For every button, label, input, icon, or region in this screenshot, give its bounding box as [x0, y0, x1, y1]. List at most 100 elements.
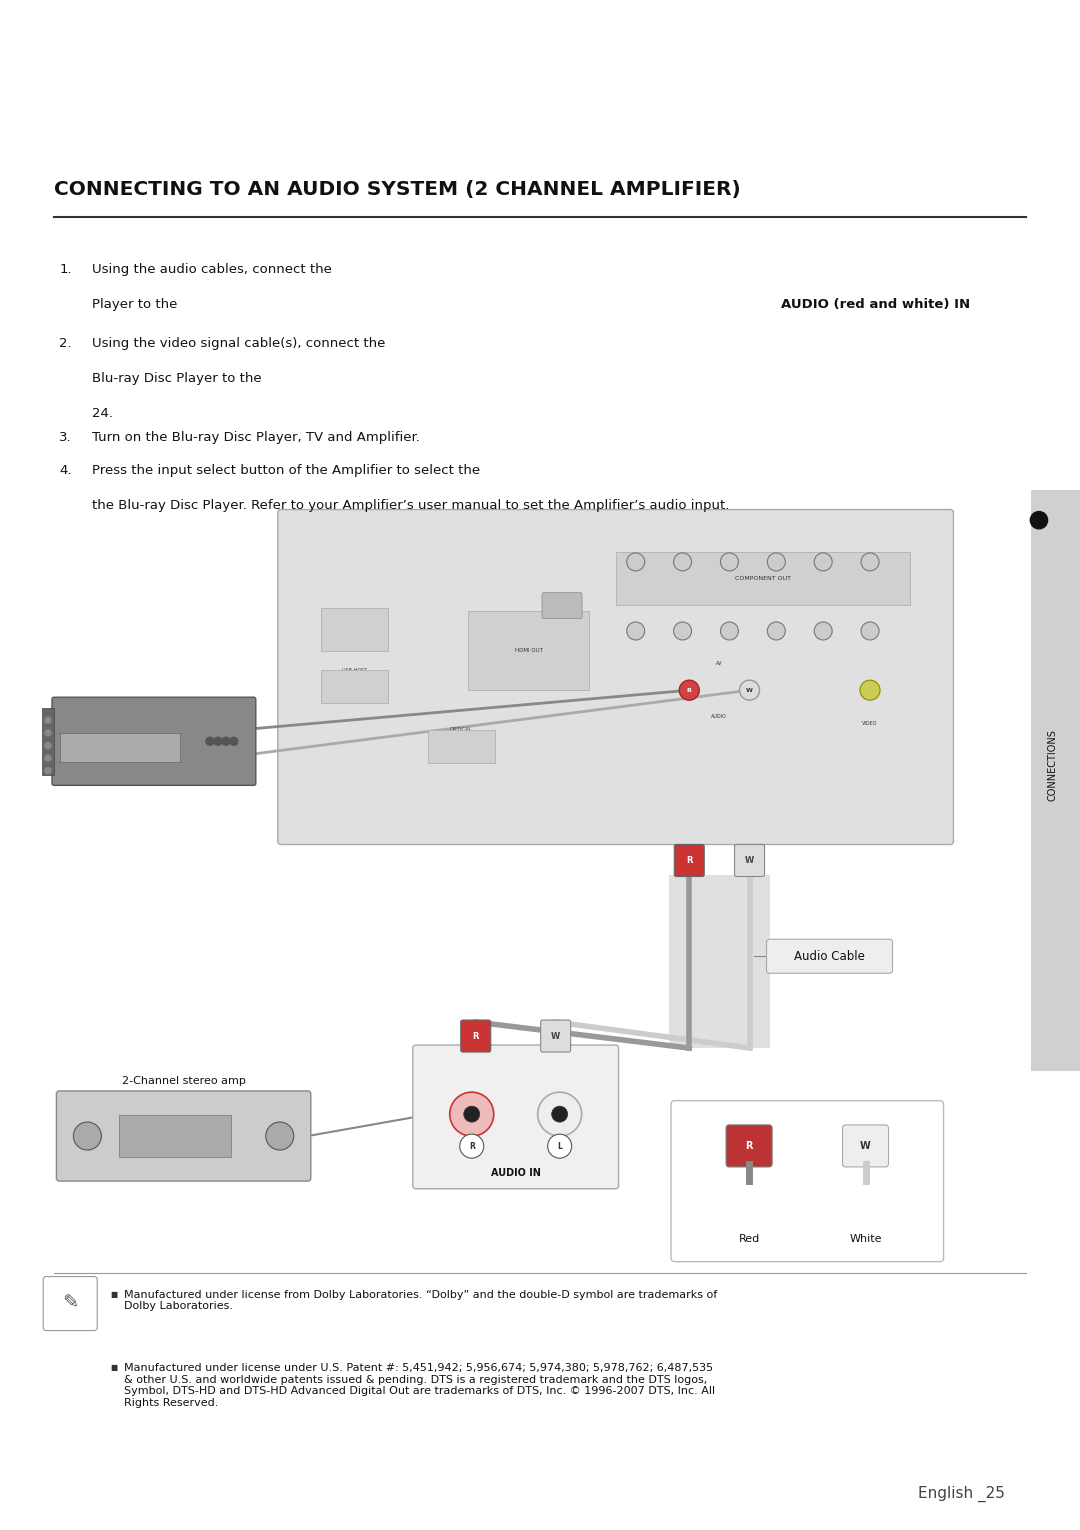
Text: Manufactured under license from Dolby Laboratories. “Dolby” and the double-D sym: Manufactured under license from Dolby La…: [124, 1290, 717, 1311]
Text: W: W: [860, 1141, 870, 1151]
FancyBboxPatch shape: [120, 1115, 231, 1157]
Text: Press the input select button of the Amplifier to select the: Press the input select button of the Amp…: [92, 464, 484, 476]
FancyBboxPatch shape: [52, 698, 256, 785]
Text: CONNECTIONS: CONNECTIONS: [1048, 730, 1058, 800]
FancyBboxPatch shape: [461, 1021, 490, 1053]
Text: Using the audio cables, connect the: Using the audio cables, connect the: [92, 263, 336, 275]
Text: the Blu-ray Disc Player. Refer to your Amplifier’s user manual to set the Amplif: the Blu-ray Disc Player. Refer to your A…: [92, 499, 729, 511]
Text: ■: ■: [110, 1363, 118, 1372]
Text: AUDIO (red and white) IN: AUDIO (red and white) IN: [781, 298, 971, 311]
Text: AUDIO IN: AUDIO IN: [490, 1167, 541, 1178]
Text: White: White: [849, 1235, 881, 1244]
Text: OPTICAL: OPTICAL: [450, 727, 473, 733]
Circle shape: [720, 552, 739, 571]
FancyBboxPatch shape: [734, 845, 765, 877]
Circle shape: [45, 742, 51, 748]
Text: ■: ■: [110, 1290, 118, 1299]
Circle shape: [1030, 511, 1048, 529]
Text: 2-Channel stereo amp: 2-Channel stereo amp: [122, 1076, 245, 1086]
Text: L: L: [557, 1141, 562, 1151]
Circle shape: [266, 1121, 294, 1151]
Text: 2.: 2.: [59, 337, 72, 349]
Circle shape: [626, 623, 645, 640]
Circle shape: [552, 1106, 568, 1121]
FancyBboxPatch shape: [842, 1125, 889, 1167]
FancyBboxPatch shape: [413, 1045, 619, 1189]
Text: Blu-ray Disc Player to the: Blu-ray Disc Player to the: [92, 372, 266, 384]
Circle shape: [548, 1134, 571, 1158]
Text: R: R: [687, 687, 691, 693]
Text: 4.: 4.: [59, 464, 72, 476]
Text: AV: AV: [716, 661, 723, 667]
FancyBboxPatch shape: [321, 670, 388, 704]
Circle shape: [230, 737, 238, 745]
Text: R: R: [469, 1141, 475, 1151]
FancyBboxPatch shape: [616, 552, 910, 604]
Text: W: W: [551, 1031, 561, 1040]
Text: Using the video signal cable(s), connect the: Using the video signal cable(s), connect…: [92, 337, 390, 349]
FancyBboxPatch shape: [541, 1021, 570, 1053]
Circle shape: [767, 623, 785, 640]
FancyBboxPatch shape: [674, 845, 704, 877]
Text: Manufactured under license under U.S. Patent #: 5,451,942; 5,956,674; 5,974,380;: Manufactured under license under U.S. Pa…: [124, 1363, 715, 1408]
Circle shape: [814, 552, 833, 571]
Text: English _25: English _25: [918, 1486, 1004, 1502]
Text: 1.: 1.: [59, 263, 72, 275]
Circle shape: [45, 730, 51, 736]
Circle shape: [674, 623, 691, 640]
Circle shape: [679, 681, 699, 701]
Circle shape: [861, 552, 879, 571]
Circle shape: [814, 623, 833, 640]
Text: Audio Cable: Audio Cable: [794, 950, 865, 962]
Text: ✎: ✎: [62, 1294, 79, 1313]
FancyBboxPatch shape: [1031, 490, 1080, 1071]
FancyBboxPatch shape: [60, 733, 180, 762]
Text: Red: Red: [739, 1235, 759, 1244]
Circle shape: [538, 1092, 582, 1137]
Text: HDMI OUT: HDMI OUT: [514, 649, 542, 653]
Circle shape: [206, 737, 214, 745]
Circle shape: [740, 681, 759, 701]
Text: W: W: [745, 855, 754, 864]
FancyBboxPatch shape: [42, 708, 54, 776]
FancyBboxPatch shape: [671, 1100, 944, 1262]
Circle shape: [221, 737, 230, 745]
Circle shape: [73, 1121, 102, 1151]
FancyBboxPatch shape: [469, 612, 589, 690]
Circle shape: [45, 768, 51, 774]
Text: AUDIO: AUDIO: [712, 715, 727, 719]
Text: 3.: 3.: [59, 431, 72, 444]
FancyBboxPatch shape: [542, 592, 582, 618]
FancyBboxPatch shape: [321, 607, 388, 650]
FancyBboxPatch shape: [43, 1276, 97, 1331]
FancyBboxPatch shape: [767, 939, 892, 973]
Text: W: W: [746, 687, 753, 693]
Text: R: R: [472, 1031, 480, 1040]
Text: LAN: LAN: [349, 618, 360, 624]
FancyBboxPatch shape: [56, 1091, 311, 1181]
Circle shape: [861, 623, 879, 640]
FancyBboxPatch shape: [278, 509, 954, 845]
Circle shape: [45, 718, 51, 724]
Circle shape: [860, 681, 880, 701]
Text: R: R: [745, 1141, 753, 1151]
Circle shape: [626, 552, 645, 571]
Circle shape: [214, 737, 221, 745]
Text: VIDEO: VIDEO: [862, 721, 878, 725]
Text: COMPONENT OUT: COMPONENT OUT: [734, 575, 791, 581]
Text: USB HOST: USB HOST: [342, 669, 367, 673]
Text: Turn on the Blu-ray Disc Player, TV and Amplifier.: Turn on the Blu-ray Disc Player, TV and …: [92, 431, 420, 444]
Text: Player to the: Player to the: [92, 298, 181, 311]
Text: R: R: [686, 855, 692, 864]
FancyBboxPatch shape: [670, 875, 770, 1048]
Circle shape: [449, 1092, 494, 1137]
Text: 24.: 24.: [92, 407, 112, 419]
Text: CONNECTING TO AN AUDIO SYSTEM (2 CHANNEL AMPLIFIER): CONNECTING TO AN AUDIO SYSTEM (2 CHANNEL…: [54, 181, 741, 199]
Circle shape: [45, 756, 51, 760]
Circle shape: [720, 623, 739, 640]
Circle shape: [460, 1134, 484, 1158]
Circle shape: [674, 552, 691, 571]
Circle shape: [767, 552, 785, 571]
Circle shape: [463, 1106, 480, 1121]
FancyBboxPatch shape: [726, 1125, 772, 1167]
